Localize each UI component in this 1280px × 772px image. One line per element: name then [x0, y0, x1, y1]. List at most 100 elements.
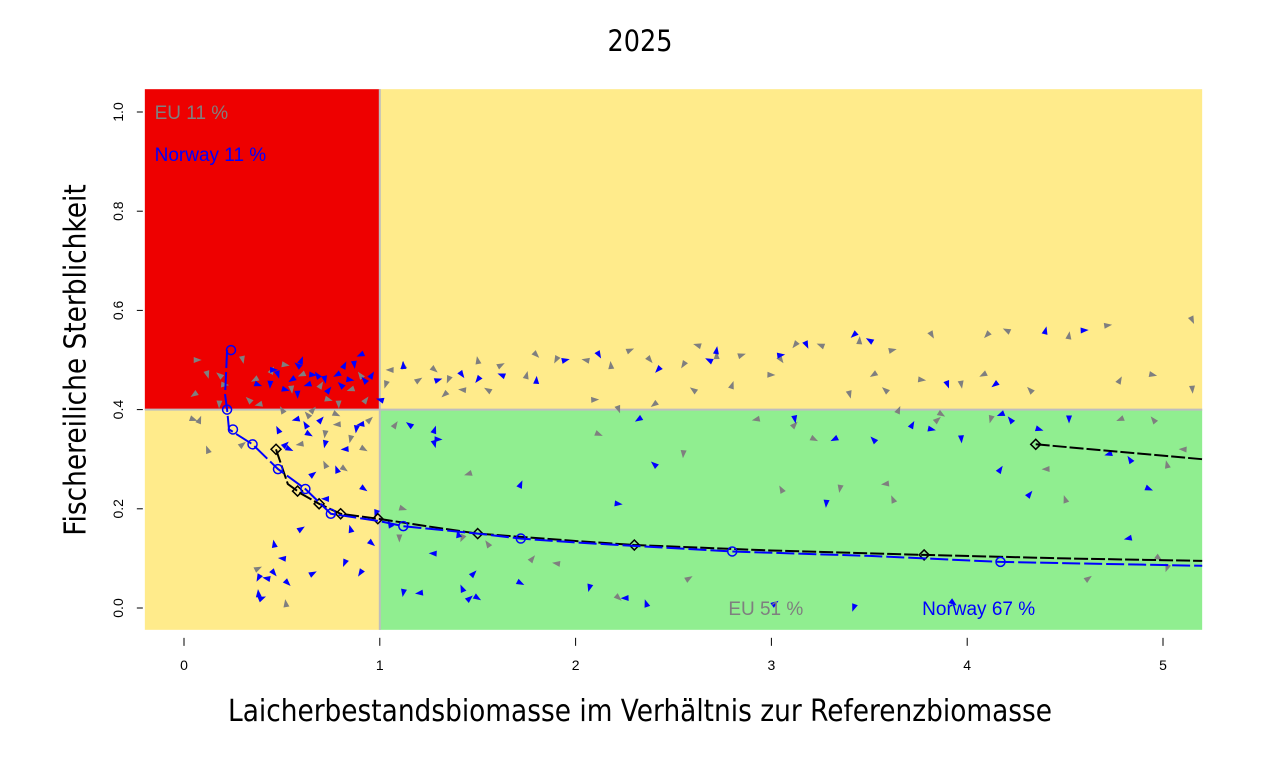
data-point [297, 370, 307, 377]
curve-marker [918, 548, 931, 561]
data-point [460, 533, 467, 543]
zone-backgrounds [144, 89, 1203, 630]
data-point [531, 350, 540, 358]
data-point [359, 484, 368, 492]
data-point [927, 330, 934, 339]
data-point [308, 406, 316, 415]
data-point [324, 386, 332, 395]
data-point [400, 360, 407, 370]
x-tick-label: 5 [1159, 657, 1167, 673]
data-point [1178, 446, 1187, 453]
data-point [288, 385, 295, 394]
data-point [522, 370, 529, 380]
data-point [581, 357, 590, 364]
data-point [429, 365, 438, 373]
data-point [527, 555, 536, 564]
data-point [475, 356, 482, 365]
data-point [322, 430, 329, 439]
data-point [339, 464, 348, 472]
data-point [433, 378, 443, 384]
data-point [361, 376, 370, 385]
data-point [767, 371, 776, 378]
data-point [357, 371, 365, 380]
data-point [792, 340, 800, 349]
data-point [458, 387, 467, 394]
data-point [434, 436, 443, 443]
data-point [314, 371, 322, 380]
data-point [308, 371, 318, 378]
data-point [428, 550, 437, 557]
data-point [587, 583, 594, 593]
data-point [1103, 322, 1113, 329]
median-curves [221, 344, 1203, 568]
data-point [791, 415, 798, 424]
annotation-label: EU 11 % [155, 103, 229, 124]
norway-points [253, 326, 1153, 612]
data-point [367, 371, 375, 380]
data-point [712, 346, 719, 355]
data-point [281, 385, 290, 392]
data-point [608, 360, 615, 370]
data-point [728, 381, 734, 390]
data-point [294, 362, 303, 370]
data-point [359, 444, 368, 452]
data-point [324, 395, 333, 402]
data-point [331, 410, 341, 417]
data-point [190, 389, 199, 397]
data-point [348, 434, 355, 444]
data-point [356, 350, 366, 357]
zone-overfished-low-biomass [144, 89, 380, 410]
data-point [594, 350, 602, 359]
data-point [816, 343, 826, 350]
data-point [907, 420, 915, 430]
reference-lines [144, 89, 1203, 630]
data-point [255, 589, 262, 598]
data-point [297, 356, 303, 365]
data-point [856, 336, 863, 345]
data-point [277, 555, 287, 562]
data-point [1144, 484, 1153, 491]
data-point [256, 573, 263, 582]
data-point [340, 361, 347, 370]
curve-marker [628, 538, 641, 552]
curve-EU-median [275, 448, 1203, 562]
data-point [446, 374, 453, 384]
curve-EU-median-upper-right [1035, 443, 1203, 461]
data-point [991, 379, 1000, 388]
data-point [348, 524, 355, 534]
y-tick-label: 0.6 [110, 300, 126, 320]
data-point [594, 430, 603, 436]
data-point [320, 495, 330, 502]
data-point [1065, 331, 1072, 340]
annotation-label: Norway 67 % [922, 599, 1035, 620]
data-point [484, 387, 493, 395]
data-point [957, 380, 964, 389]
data-point [497, 373, 507, 380]
data-point [340, 446, 349, 452]
data-point [625, 348, 635, 355]
curve-marker [995, 556, 1006, 568]
data-point [335, 465, 341, 474]
data-point [280, 441, 289, 450]
curve-marker [471, 527, 484, 540]
data-point [845, 390, 852, 399]
data-point [345, 376, 355, 383]
data-point [430, 425, 437, 435]
data-point [303, 421, 311, 430]
data-point [650, 461, 659, 470]
data-point [441, 389, 450, 398]
data-point [475, 374, 483, 383]
curve-marker [225, 344, 237, 356]
x-axis: 0 1 2 3 4 5 [180, 637, 1167, 673]
data-point [1066, 415, 1073, 424]
data-point [779, 485, 786, 494]
data-point [984, 330, 992, 339]
data-point [891, 495, 898, 504]
data-point [333, 370, 342, 377]
data-point [485, 540, 493, 549]
data-point [375, 397, 385, 404]
data-point [1063, 495, 1070, 504]
data-point [276, 425, 283, 435]
zone-sustainable [379, 409, 1203, 630]
